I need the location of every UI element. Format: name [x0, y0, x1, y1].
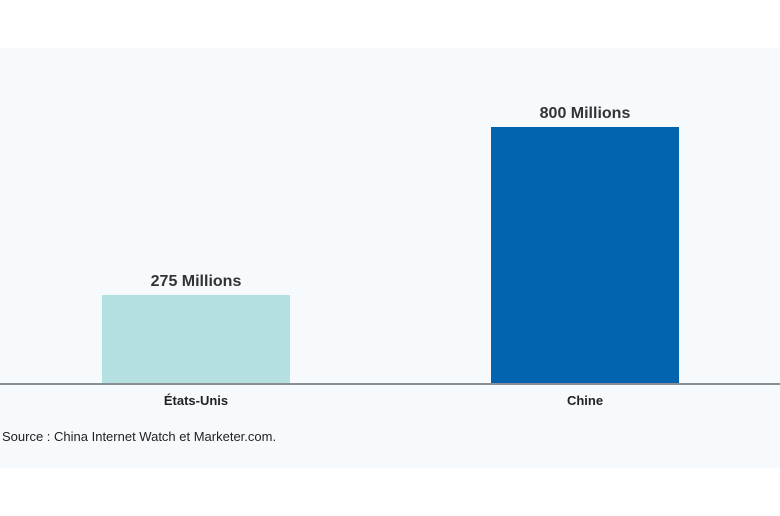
value-label: 800 Millions: [540, 105, 631, 122]
category-label: États-Unis: [164, 393, 228, 408]
bars-group: [102, 127, 679, 383]
value-labels-group: 275 Millions 800 Millions: [151, 105, 631, 290]
value-label: 275 Millions: [151, 273, 242, 290]
source-note: Source : China Internet Watch et Markete…: [2, 429, 276, 444]
bar-etats-unis: [102, 295, 290, 383]
category-label: Chine: [567, 393, 603, 408]
category-labels-group: États-Unis Chine: [164, 393, 603, 408]
bar-chine: [491, 127, 679, 383]
